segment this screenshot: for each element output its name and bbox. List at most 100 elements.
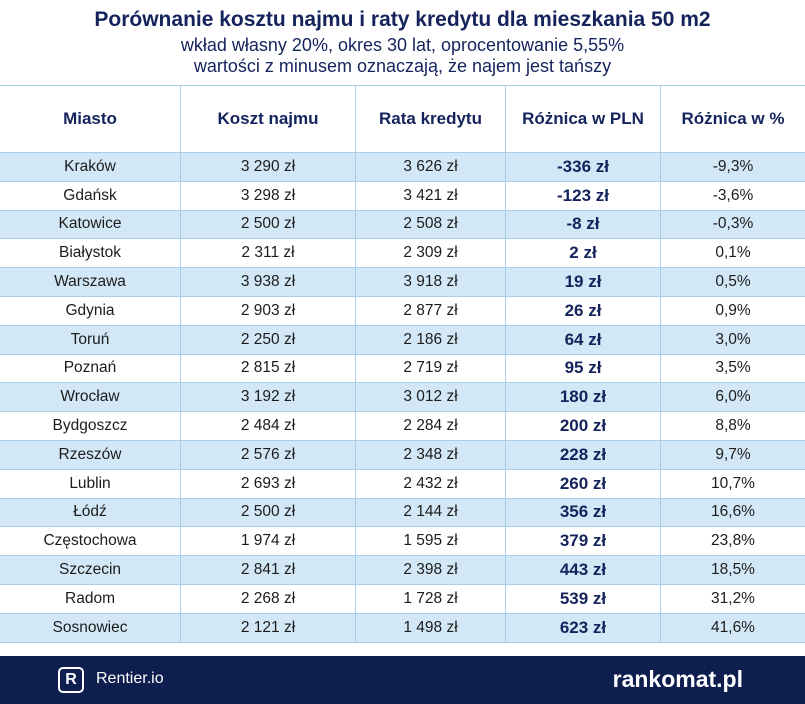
table-cell: 3 192 zł bbox=[180, 383, 355, 412]
table-cell: 10,7% bbox=[660, 469, 805, 498]
table-cell: 2 268 zł bbox=[180, 584, 355, 613]
footer-brand: Rentier.io bbox=[96, 670, 164, 687]
table-row: Gdynia 2 903 zł 2 877 zł 26 zł 0,9% bbox=[0, 296, 805, 326]
table-cell: Radom bbox=[65, 589, 115, 607]
column-header: Różnica w PLN bbox=[505, 86, 660, 152]
table-cell: 3,0% bbox=[660, 325, 805, 354]
table-cell: 23,8% bbox=[660, 527, 805, 556]
table-cell: 2 284 zł bbox=[355, 412, 505, 440]
logo-icon: R bbox=[58, 667, 84, 693]
table-cell: 2 903 zł bbox=[180, 296, 355, 325]
table-cell: 200 zł bbox=[505, 412, 660, 440]
table-cell: 180 zł bbox=[505, 383, 660, 412]
table-cell: Poznań bbox=[63, 359, 117, 377]
table-row: Warszawa 3 938 zł 3 918 zł 19 zł 0,5% bbox=[0, 268, 805, 297]
table-cell: 31,2% bbox=[660, 584, 805, 613]
table-cell: 8,8% bbox=[660, 412, 805, 440]
table-row: Gdańsk 3 298 zł 3 421 zł -123 zł -3,6% bbox=[0, 181, 805, 211]
column-header: Miasto bbox=[63, 109, 117, 128]
table: Miasto Koszt najmu Rata kredytu Różnica w P… bbox=[0, 85, 805, 643]
table-cell: 2 348 zł bbox=[355, 440, 505, 469]
table-cell: -336 zł bbox=[505, 153, 660, 181]
table-cell: 6,0% bbox=[660, 383, 805, 412]
table-cell: 379 zł bbox=[505, 527, 660, 556]
table-cell: 3 421 zł bbox=[355, 181, 505, 210]
table-cell: 3 938 zł bbox=[180, 268, 355, 296]
table-cell: -3,6% bbox=[660, 181, 805, 210]
table-cell: Rzeszów bbox=[58, 445, 122, 463]
table-row: Bydgoszcz 2 484 zł 2 284 zł 200 zł 8,8% bbox=[0, 412, 805, 441]
table-cell: Wrocław bbox=[60, 388, 120, 406]
table-cell: 2 309 zł bbox=[355, 239, 505, 268]
table-row: Częstochowa 1 974 zł 1 595 zł 379 zł 23,8% bbox=[0, 527, 805, 557]
table-row: Białystok 2 311 zł 2 309 zł 2 zł 0,1% bbox=[0, 239, 805, 269]
table-cell: -123 zł bbox=[505, 181, 660, 210]
footer: R Rentier.io rankomat.pl bbox=[0, 656, 805, 704]
table-cell: 2 432 zł bbox=[355, 469, 505, 498]
table-cell: 0,9% bbox=[660, 296, 805, 325]
table-cell: 1 974 zł bbox=[180, 527, 355, 556]
table-cell: 2 398 zł bbox=[355, 556, 505, 584]
table-cell: Warszawa bbox=[54, 273, 126, 291]
subtitle: wartości z minusem oznaczają, że najem j… bbox=[193, 56, 612, 76]
table-cell: 95 zł bbox=[505, 354, 660, 383]
table-cell: Łódź bbox=[73, 503, 107, 521]
table-cell: 2 500 zł bbox=[180, 210, 355, 239]
table-cell: 260 zł bbox=[505, 469, 660, 498]
table-cell: -8 zł bbox=[505, 210, 660, 239]
table-cell: -9,3% bbox=[660, 153, 805, 181]
table-row: Toruń 2 250 zł 2 186 zł 64 zł 3,0% bbox=[0, 325, 805, 355]
table-row: Szczecin 2 841 zł 2 398 zł 443 zł 18,5% bbox=[0, 556, 805, 585]
subtitle: wkład własny 20%, okres 30 lat, oprocent… bbox=[180, 35, 625, 55]
table-cell: 2 zł bbox=[505, 239, 660, 268]
table-row: Radom 2 268 zł 1 728 zł 539 zł 31,2% bbox=[0, 584, 805, 614]
table-row: Kraków 3 290 zł 3 626 zł -336 zł -9,3% bbox=[0, 153, 805, 182]
table-cell: 3 290 zł bbox=[180, 153, 355, 181]
footer-brand: rankomat.pl bbox=[612, 666, 743, 692]
table-row: Sosnowiec 2 121 zł 1 498 zł 623 zł 41,6% bbox=[0, 613, 805, 643]
table-cell: Katowice bbox=[58, 215, 122, 233]
table-cell: Białystok bbox=[58, 244, 122, 262]
column-header: Rata kredytu bbox=[355, 86, 505, 152]
table-cell: 16,6% bbox=[660, 498, 805, 527]
table-cell: 2 508 zł bbox=[355, 210, 505, 239]
table-cell: 228 zł bbox=[505, 440, 660, 469]
table-cell: 1 498 zł bbox=[355, 613, 505, 642]
table-cell: 2 841 zł bbox=[180, 556, 355, 584]
table-cell: 3 298 zł bbox=[180, 181, 355, 210]
table-cell: Kraków bbox=[64, 157, 116, 175]
table-cell: 3,5% bbox=[660, 354, 805, 383]
table-cell: Szczecin bbox=[58, 561, 122, 579]
table-cell: 2 121 zł bbox=[180, 613, 355, 642]
table-cell: 1 728 zł bbox=[355, 584, 505, 613]
table-cell: 18,5% bbox=[660, 556, 805, 584]
table-cell: -0,3% bbox=[660, 210, 805, 239]
table-cell: 2 719 zł bbox=[355, 354, 505, 383]
table-cell: 26 zł bbox=[505, 296, 660, 325]
table-cell: 623 zł bbox=[505, 613, 660, 642]
table-cell: 2 693 zł bbox=[180, 469, 355, 498]
table-row: Wrocław 3 192 zł 3 012 zł 180 zł 6,0% bbox=[0, 383, 805, 413]
table-cell: 2 186 zł bbox=[355, 325, 505, 354]
table-cell: 2 311 zł bbox=[180, 239, 355, 268]
column-header: Różnica w % bbox=[660, 86, 805, 152]
table-cell: Sosnowiec bbox=[52, 618, 128, 636]
table-cell: Toruń bbox=[70, 330, 110, 348]
table-cell: Bydgoszcz bbox=[52, 417, 128, 435]
table-cell: 2 484 zł bbox=[180, 412, 355, 440]
table-cell: Częstochowa bbox=[43, 532, 137, 550]
table-row: Rzeszów 2 576 zł 2 348 zł 228 zł 9,7% bbox=[0, 440, 805, 470]
table-cell: 0,5% bbox=[660, 268, 805, 296]
table-row: Lublin 2 693 zł 2 432 zł 260 zł 10,7% bbox=[0, 469, 805, 499]
table-cell: 41,6% bbox=[660, 613, 805, 642]
table-cell: Gdańsk bbox=[63, 186, 117, 204]
table-cell: 443 zł bbox=[505, 556, 660, 584]
table-cell: 19 zł bbox=[505, 268, 660, 296]
table-cell: 64 zł bbox=[505, 325, 660, 354]
table-cell: 2 815 zł bbox=[180, 354, 355, 383]
table-cell: Lublin bbox=[69, 474, 111, 492]
table-cell: 356 zł bbox=[505, 498, 660, 527]
table-cell: 539 zł bbox=[505, 584, 660, 613]
table-cell: 0,1% bbox=[660, 239, 805, 268]
